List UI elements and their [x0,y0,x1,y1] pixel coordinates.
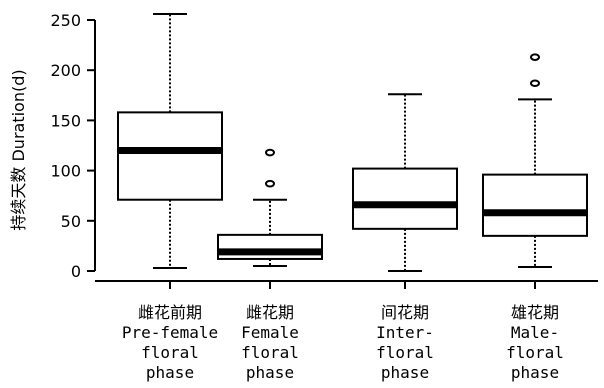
x-category-label-en: Pre-female [122,323,218,342]
x-category-label-en: floral [376,343,434,362]
x-category-label-en: phase [381,363,429,382]
outlier-point [530,53,540,61]
box-group [352,93,458,272]
x-category-label-en: Male- [511,323,559,342]
x-category-label-en: Female [241,323,299,342]
y-tick-label: 50 [61,212,81,231]
x-category-label-en: floral [506,343,564,362]
x-category-label-en: phase [246,363,294,382]
y-axis-label: 持续天数 Duration(d) [9,69,28,230]
x-category-label-zh: 雌花前期 [138,303,202,322]
x-category-label-en: floral [241,343,299,362]
y-tick-label: 0 [71,262,81,281]
x-axis: 雌花前期Pre-femalefloralphase雌花期Femalefloral… [95,280,598,382]
x-category-label-zh: 雌花期 [246,303,294,322]
box-iqr [482,173,588,237]
boxes-layer [117,12,588,272]
y-tick-label: 250 [50,11,81,30]
y-tick-label: 200 [50,61,81,80]
x-category-label-en: Inter- [376,323,434,342]
box-group [217,148,323,267]
y-tick-label: 150 [50,111,81,130]
y-tick-label: 100 [50,162,81,181]
outlier-point [265,148,275,157]
box-group [117,12,223,269]
x-category-label-zh: 间花期 [381,303,429,322]
outlier-point [530,79,540,88]
box-group [482,53,588,268]
x-category-label-zh: 雄花期 [511,303,559,322]
y-axis: 0 50 100 150 200 250 [50,11,96,281]
box-iqr [352,167,458,230]
x-category-label-en: phase [511,363,559,382]
box-iqr [117,111,223,201]
x-category-label-en: phase [146,363,194,382]
x-category-label-en: floral [141,343,199,362]
outlier-point [265,179,275,188]
